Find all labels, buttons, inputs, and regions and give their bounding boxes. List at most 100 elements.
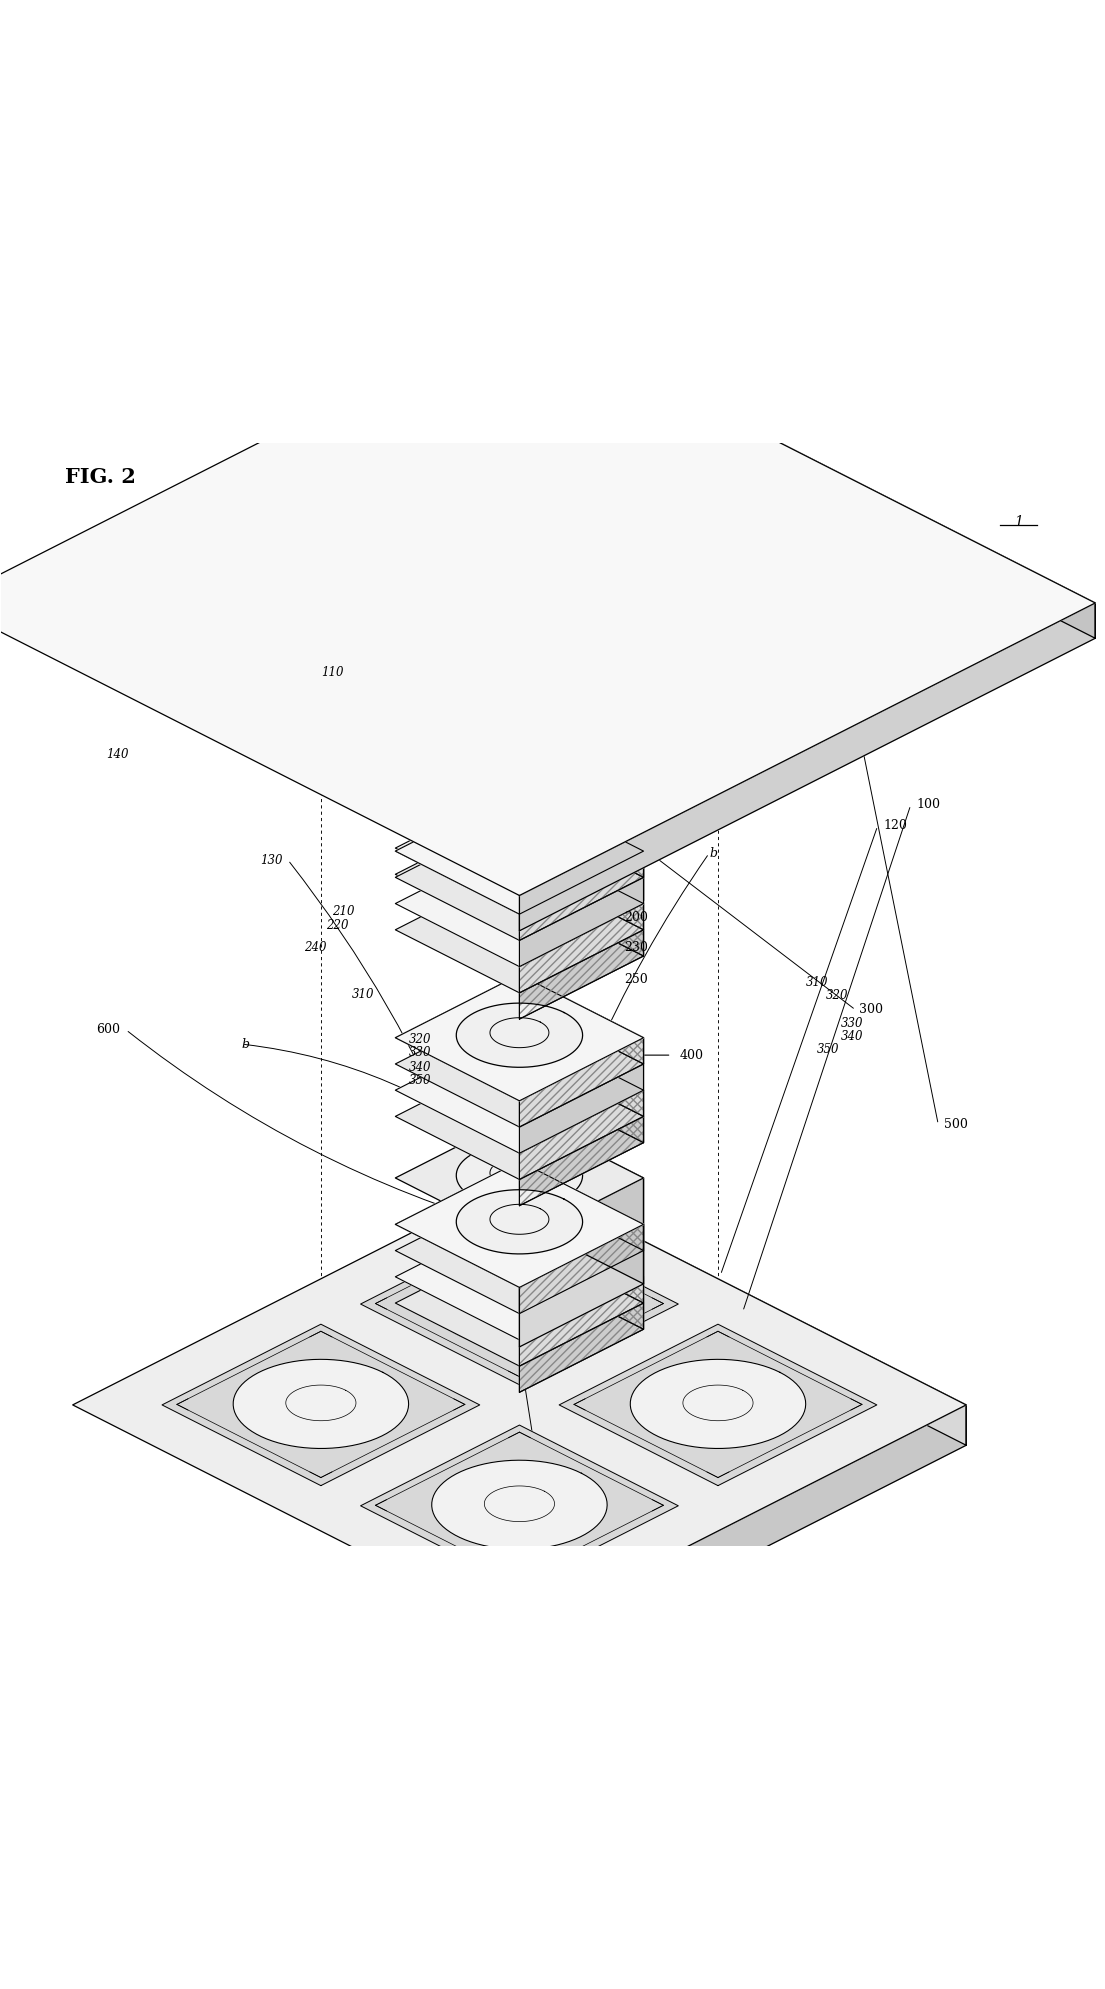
Text: 110: 110 [320,666,344,678]
Text: 340: 340 [841,1030,864,1042]
Polygon shape [396,732,643,859]
Polygon shape [456,1144,582,1207]
Text: 210: 210 [332,905,354,919]
Text: 400: 400 [680,1048,703,1062]
Polygon shape [396,1054,643,1179]
Text: 230: 230 [624,941,648,953]
Polygon shape [519,1303,643,1392]
Text: 330: 330 [409,1046,431,1060]
Text: 350: 350 [409,1074,431,1086]
Polygon shape [396,867,643,993]
Polygon shape [396,760,643,885]
Polygon shape [519,1162,643,1251]
Text: 140: 140 [106,748,128,760]
Polygon shape [396,1026,643,1154]
Text: 350: 350 [817,1042,840,1056]
Polygon shape [519,975,643,1064]
Polygon shape [360,1223,678,1384]
Polygon shape [519,1225,643,1313]
Text: 130: 130 [260,853,283,867]
Polygon shape [396,788,643,915]
Polygon shape [519,760,643,847]
Polygon shape [396,1000,643,1128]
Polygon shape [519,1251,643,1341]
Polygon shape [396,841,643,967]
Polygon shape [519,1239,643,1329]
Polygon shape [360,1424,678,1587]
Polygon shape [456,817,582,881]
Text: 120: 120 [883,819,907,831]
Polygon shape [519,1177,966,1446]
Text: 600: 600 [96,1022,120,1036]
Text: 310: 310 [806,977,829,989]
Text: 340: 340 [409,1060,431,1074]
Polygon shape [233,1358,409,1448]
Text: b: b [709,847,717,859]
Polygon shape [519,1054,643,1142]
Polygon shape [396,1213,643,1341]
Polygon shape [519,796,643,885]
Polygon shape [519,821,643,911]
Text: 320: 320 [409,1032,431,1046]
Text: 330: 330 [841,1016,864,1030]
Polygon shape [396,786,643,911]
Polygon shape [583,344,1095,638]
Polygon shape [519,1187,643,1277]
Polygon shape [519,1064,643,1154]
Polygon shape [396,1162,643,1287]
Polygon shape [519,812,643,901]
Polygon shape [559,1325,877,1486]
Polygon shape [519,929,643,1018]
Polygon shape [73,1177,966,1631]
Polygon shape [519,875,643,963]
Text: 100: 100 [916,798,940,812]
Text: 200: 200 [624,911,648,923]
Text: b: b [242,1038,250,1050]
Text: 300: 300 [859,1002,883,1016]
Polygon shape [519,1000,643,1090]
Polygon shape [519,1038,643,1128]
Polygon shape [432,1460,607,1549]
Polygon shape [519,877,643,967]
Polygon shape [519,786,643,875]
Polygon shape [162,1325,480,1486]
Polygon shape [519,1404,966,1673]
Polygon shape [519,841,643,929]
Polygon shape [519,788,643,877]
Polygon shape [396,814,643,941]
Polygon shape [519,1177,643,1347]
Polygon shape [456,1002,582,1068]
Polygon shape [396,788,643,915]
Text: 250: 250 [624,973,648,987]
Polygon shape [456,1189,582,1253]
Text: 320: 320 [825,989,849,1002]
Polygon shape [519,814,643,903]
Polygon shape [432,1259,607,1349]
Polygon shape [396,1239,643,1366]
Polygon shape [519,1026,643,1116]
Polygon shape [519,1277,643,1366]
Polygon shape [519,1116,643,1283]
Polygon shape [396,1187,643,1313]
Text: 220: 220 [326,919,348,931]
Polygon shape [519,851,643,941]
Polygon shape [456,762,582,825]
Polygon shape [396,1116,643,1241]
Text: 500: 500 [944,1118,968,1132]
Text: FIG. 2: FIG. 2 [65,467,136,487]
Polygon shape [396,1162,643,1287]
Polygon shape [519,867,643,957]
Polygon shape [519,1090,643,1179]
Text: 310: 310 [351,989,373,1000]
Polygon shape [630,1358,806,1448]
Polygon shape [519,732,643,821]
Polygon shape [0,310,1095,895]
Polygon shape [396,732,643,859]
Polygon shape [519,1213,643,1303]
Polygon shape [519,847,643,937]
Polygon shape [396,975,643,1100]
Polygon shape [396,975,643,1100]
Polygon shape [519,1116,643,1205]
Polygon shape [519,603,1095,931]
Text: 240: 240 [304,941,327,953]
